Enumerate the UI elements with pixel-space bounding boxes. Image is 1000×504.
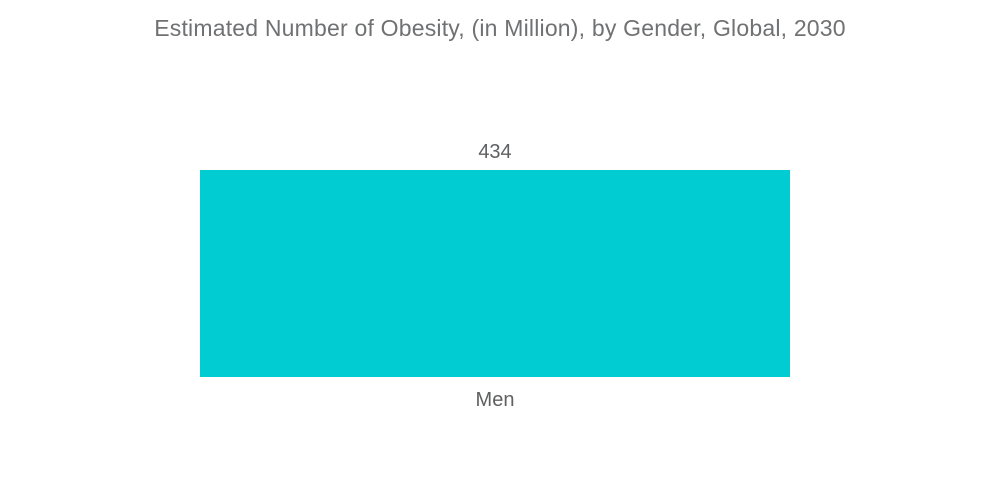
bar-men <box>200 170 790 377</box>
category-label-men: Men <box>475 389 515 411</box>
bar-group-men: 434 Men <box>200 140 790 412</box>
chart-title: Estimated Number of Obesity, (in Million… <box>154 15 846 41</box>
bar-value-label: 434 <box>478 141 512 163</box>
